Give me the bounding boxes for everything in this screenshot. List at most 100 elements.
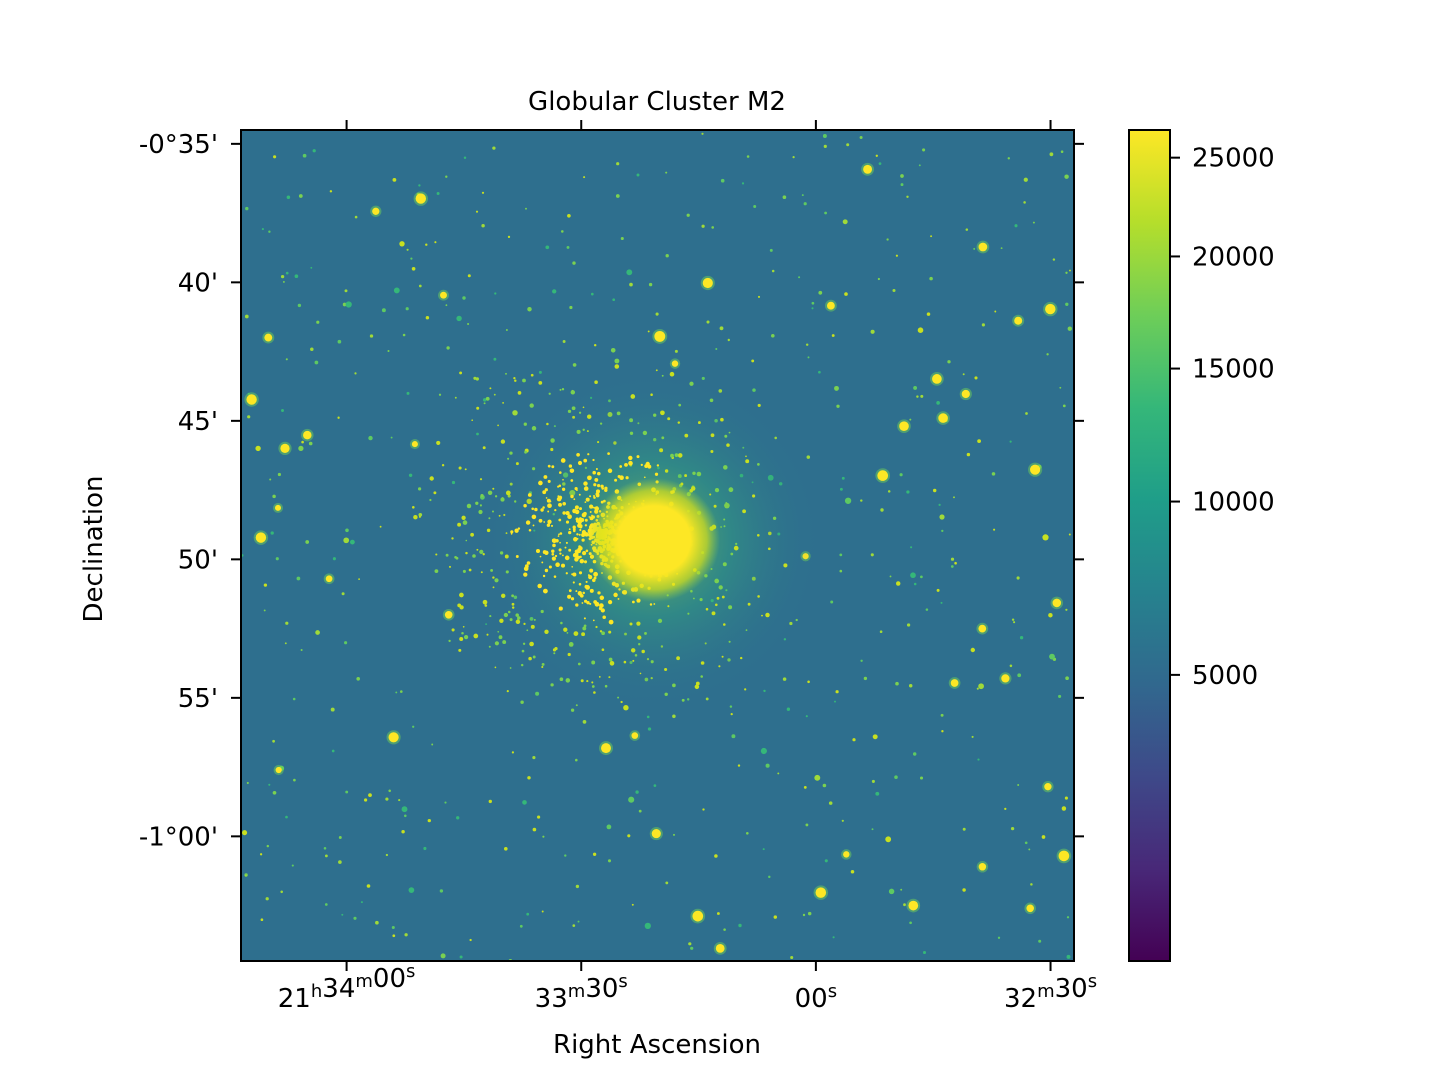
cluster-star <box>515 613 519 617</box>
field-star <box>527 306 532 312</box>
cluster-star <box>522 378 526 383</box>
field-star <box>564 854 567 857</box>
x-axis-label: Right Ascension <box>553 1030 761 1060</box>
field-star <box>1061 806 1067 811</box>
field-star <box>977 439 981 443</box>
field-star <box>469 938 472 942</box>
field-star <box>922 950 927 955</box>
cluster-star <box>541 665 544 669</box>
cluster-star <box>591 660 596 665</box>
cluster-star <box>757 463 760 466</box>
chart-title: Globular Cluster M2 <box>528 87 786 117</box>
field-star <box>903 903 906 907</box>
cluster-star <box>548 392 551 395</box>
cluster-star <box>728 431 731 434</box>
field-star <box>532 827 537 832</box>
cluster-star <box>538 518 543 523</box>
cluster-star <box>530 624 535 629</box>
cluster-star <box>692 597 695 600</box>
field-star <box>462 296 466 300</box>
cluster-star <box>551 552 555 556</box>
field-star <box>343 537 350 544</box>
cluster-star <box>604 488 608 493</box>
field-star <box>1030 883 1033 886</box>
field-star <box>860 659 863 662</box>
cluster-star <box>581 602 584 604</box>
field-star <box>895 581 901 586</box>
field-star <box>1023 201 1026 204</box>
cluster-star <box>517 616 521 620</box>
field-star <box>406 391 410 395</box>
field-star <box>537 815 541 819</box>
cluster-star <box>547 479 551 483</box>
cluster-star <box>583 481 588 486</box>
y-tick-label: 55' <box>178 684 218 714</box>
cluster-star <box>718 585 723 590</box>
field-star <box>909 418 912 421</box>
field-star <box>282 280 285 283</box>
cluster-star <box>589 511 592 513</box>
bright-star <box>325 575 333 583</box>
cluster-star <box>584 584 589 589</box>
field-star <box>411 266 416 271</box>
field-star <box>690 946 694 950</box>
cluster-star <box>745 629 748 631</box>
cluster-star <box>632 659 635 662</box>
bright-star <box>815 887 827 898</box>
y-tick-label: 40' <box>178 268 218 298</box>
cluster-star <box>583 560 588 564</box>
field-star <box>757 403 761 407</box>
cluster-star <box>649 603 653 606</box>
field-star <box>875 791 880 796</box>
cluster-star <box>728 605 733 610</box>
field-star <box>971 735 974 738</box>
field-star <box>268 230 271 233</box>
bright-star <box>303 430 312 440</box>
field-star <box>1025 412 1028 415</box>
cluster-star <box>541 561 544 564</box>
cluster-star <box>559 532 563 535</box>
cluster-star <box>561 388 565 391</box>
field-star <box>686 213 690 217</box>
bright-star <box>255 532 267 543</box>
field-star <box>646 715 650 719</box>
cluster-star <box>515 619 521 625</box>
field-star <box>993 528 996 531</box>
cluster-star <box>697 421 701 425</box>
cluster-star <box>562 511 566 515</box>
cluster-star <box>595 493 600 498</box>
field-star <box>356 676 361 681</box>
cluster-star <box>532 524 535 527</box>
field-star <box>398 799 401 802</box>
field-star <box>454 396 457 399</box>
bright-star <box>274 504 282 511</box>
cluster-star <box>583 486 589 491</box>
cluster-star <box>514 528 519 533</box>
cluster-star <box>491 510 495 513</box>
field-star <box>360 901 363 904</box>
bright-star <box>440 291 447 299</box>
cluster-star <box>592 470 596 475</box>
cluster-star <box>653 413 657 417</box>
cluster-star <box>756 533 760 537</box>
cluster-star <box>473 633 479 639</box>
cluster-star <box>570 390 576 395</box>
field-star <box>899 473 903 477</box>
cluster-star <box>554 646 558 651</box>
field-star <box>737 764 741 767</box>
cluster-star <box>593 496 596 499</box>
cluster-star <box>597 591 601 595</box>
field-star <box>244 314 249 319</box>
field-star <box>281 409 284 412</box>
field-star <box>291 864 294 867</box>
cluster-star <box>578 582 582 586</box>
field-star <box>940 601 943 604</box>
field-star <box>294 274 299 279</box>
field-star <box>400 690 403 693</box>
field-star <box>301 440 304 444</box>
field-star <box>814 774 821 781</box>
cluster-star <box>558 518 562 522</box>
cluster-star <box>557 535 560 537</box>
field-star <box>277 472 281 477</box>
field-star <box>242 830 248 836</box>
